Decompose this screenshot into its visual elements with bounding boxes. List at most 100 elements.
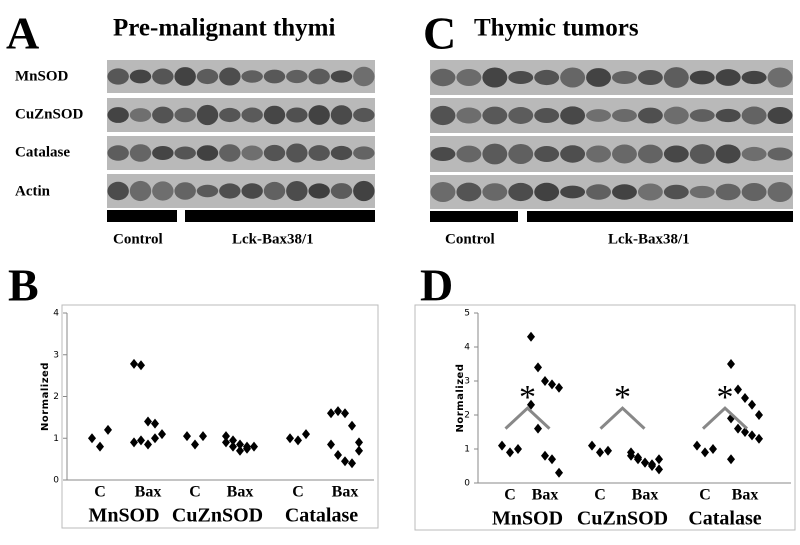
y-tick-label: 4 (464, 343, 470, 353)
blot-band (612, 109, 637, 122)
group-label: Catalase (285, 505, 358, 527)
blot-band (107, 107, 129, 123)
blot-band (308, 183, 330, 199)
blot-band (219, 67, 241, 86)
blot-band (637, 107, 663, 124)
data-point (727, 359, 735, 369)
y-axis-label: Normalized (455, 364, 466, 433)
blot-band (152, 145, 174, 161)
y-tick-label: 2 (53, 392, 59, 402)
data-point (755, 433, 763, 444)
group-label: Control (445, 231, 495, 247)
blot-band (663, 145, 689, 163)
blot-band (286, 69, 308, 84)
blot-band (330, 70, 353, 83)
y-tick-label: 0 (464, 479, 470, 489)
blot-band (663, 184, 689, 200)
blot-band (689, 144, 715, 164)
blot-band (741, 70, 767, 85)
blot-band (508, 144, 534, 164)
blot-band (152, 181, 174, 201)
data-point (741, 427, 749, 437)
blot-band (430, 182, 456, 202)
blot-strip (107, 60, 375, 93)
data-point (327, 408, 335, 419)
group-label: MnSOD (492, 508, 563, 530)
data-point (183, 431, 191, 442)
x-tick-label: C (699, 487, 711, 504)
blot-band (219, 183, 241, 199)
data-point (734, 423, 742, 434)
data-point (341, 408, 349, 419)
data-point (222, 431, 230, 442)
blot-band (330, 145, 353, 161)
blot-band (174, 107, 196, 123)
blot-band (534, 107, 560, 124)
x-tick-label: Bax (227, 484, 254, 501)
significance-bracket (599, 406, 646, 430)
significance-bracket (504, 406, 551, 430)
data-point (130, 358, 138, 369)
blot-band (612, 144, 637, 164)
blot-band (286, 143, 308, 163)
data-point (506, 447, 514, 458)
row-label: MnSOD (15, 68, 69, 84)
x-tick-label: Bax (632, 487, 659, 504)
blot-band (715, 69, 741, 86)
data-point (88, 433, 96, 444)
data-point (243, 441, 251, 452)
data-point (534, 362, 542, 373)
data-point (286, 433, 294, 444)
data-point (548, 379, 556, 390)
data-point (709, 444, 717, 454)
y-axis-label: Normalized (40, 362, 51, 431)
blot-band (482, 67, 508, 88)
data-point (748, 399, 756, 410)
panel-title: Thymic tumors (474, 15, 639, 42)
data-point (151, 418, 159, 429)
y-tick-label: 0 (53, 476, 59, 486)
x-tick-label: C (292, 484, 304, 501)
data-point (222, 437, 230, 448)
panel-letter: A (6, 8, 39, 59)
blot-band (196, 145, 219, 161)
blot-band (586, 109, 611, 122)
blot-band (330, 105, 353, 125)
data-point (229, 441, 237, 452)
group-bar (527, 211, 793, 222)
blot-band (637, 183, 663, 201)
blot-band (560, 67, 586, 88)
blot-band (715, 183, 741, 201)
blot-band (219, 107, 241, 123)
data-point (693, 440, 701, 451)
data-point (701, 447, 709, 458)
blot-band (241, 70, 263, 83)
x-tick-label: Bax (135, 484, 162, 501)
panel-letter: D (420, 260, 453, 311)
blot-band (129, 144, 152, 162)
blot-band (689, 185, 715, 199)
data-point (137, 435, 145, 446)
blot-band (586, 145, 611, 163)
blot-band (308, 105, 330, 125)
y-tick-label: 2 (464, 411, 470, 421)
data-point (641, 457, 649, 468)
x-tick-label: Bax (732, 487, 759, 504)
y-tick-label: 5 (464, 309, 470, 319)
blot-band (715, 144, 741, 164)
blot-band (663, 106, 689, 125)
group-bar (107, 210, 177, 222)
y-tick-label: 1 (464, 445, 470, 455)
blot-band (353, 66, 375, 87)
data-point (548, 454, 556, 465)
annotation: * (614, 379, 631, 416)
data-point (348, 420, 356, 431)
blot-band (767, 181, 793, 203)
blot-band (219, 144, 241, 162)
data-point (191, 439, 199, 450)
data-point (655, 454, 663, 465)
panel-letter: B (8, 260, 39, 311)
data-point (327, 439, 335, 450)
blot-band (129, 108, 152, 122)
group-label: CuZnSOD (172, 505, 263, 527)
